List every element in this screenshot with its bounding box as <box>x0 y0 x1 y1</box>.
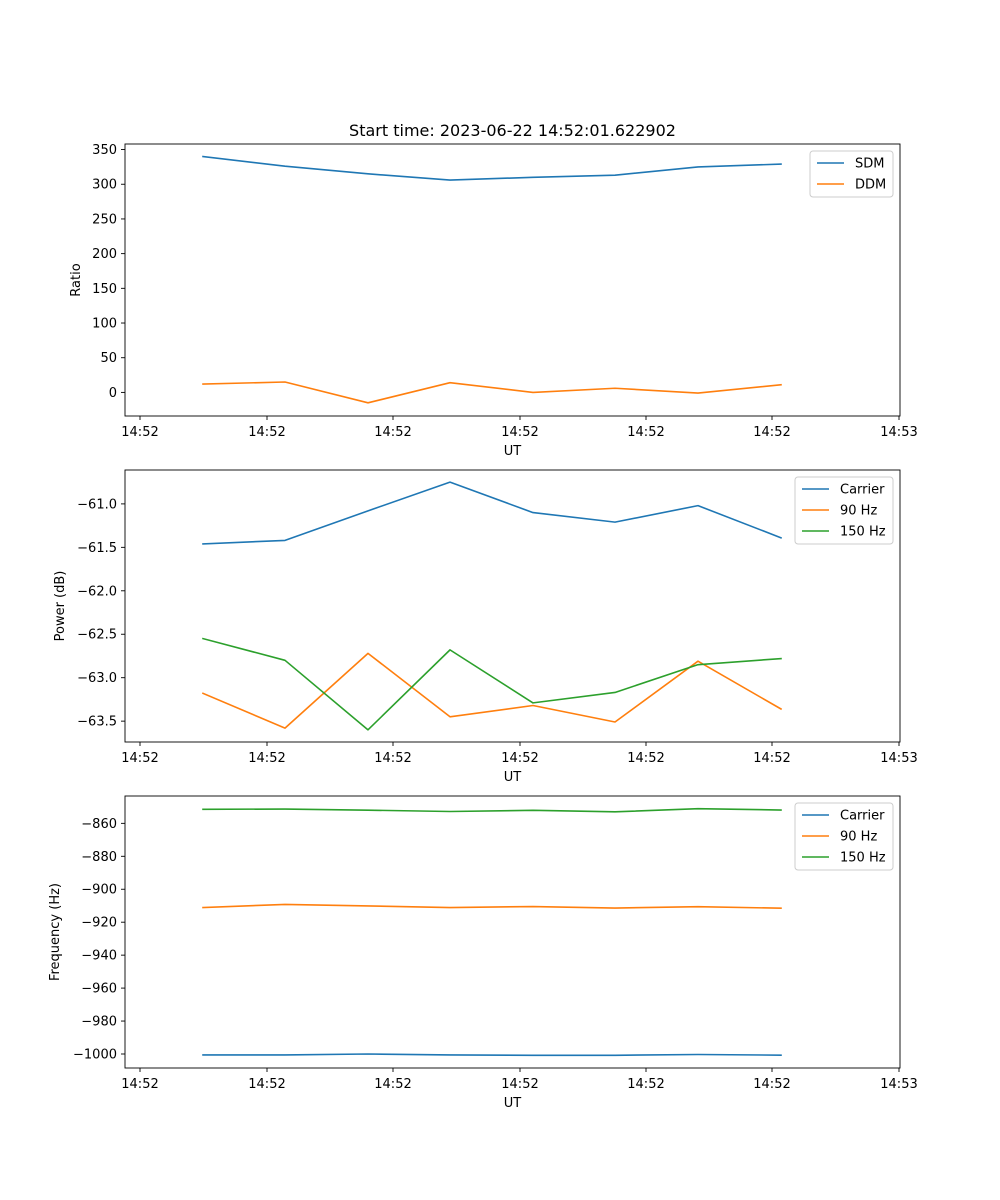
axes-frame <box>124 469 901 743</box>
y-tick-label: 50 <box>100 351 117 366</box>
y-tick-label: 100 <box>92 317 117 332</box>
subplot-3: 14:52 14:52 14:52 14:52 14:52 14:52 14:53 UT −10… <box>48 795 918 1111</box>
x-tick-label: 14:52 <box>248 1077 285 1092</box>
y-tick-label: −63.5 <box>77 715 117 730</box>
y-tick-label: −920 <box>81 916 117 931</box>
axes-frame <box>124 143 901 417</box>
legend-label-sdm: SDM <box>855 157 884 172</box>
x-tick-label: 14:52 <box>374 751 411 766</box>
legend-label-carrier: Carrier <box>840 483 885 498</box>
y-tick-label: −62.0 <box>77 584 117 599</box>
y-tick-label: −900 <box>81 883 117 898</box>
y-tick-label: −960 <box>81 982 117 997</box>
x-tick-label: 14:52 <box>248 425 285 440</box>
x-tick-label: 14:52 <box>627 425 664 440</box>
y-tick-label: 200 <box>92 247 117 262</box>
y-tick-label: 250 <box>92 212 117 227</box>
legend-label-150-hz: 150 Hz <box>840 525 886 540</box>
x-tick-label: 14:52 <box>374 425 411 440</box>
x-axis-label: UT <box>504 444 522 459</box>
x-tick-label: 14:52 <box>121 425 158 440</box>
y-tick-label: −61.0 <box>77 497 117 512</box>
x-tick-label: 14:52 <box>627 751 664 766</box>
y-tick-label: −880 <box>81 850 117 865</box>
x-tick-label: 14:52 <box>501 425 538 440</box>
series-line-150-hz <box>202 807 782 813</box>
x-tick-label: 14:52 <box>627 1077 664 1092</box>
x-tick-label: 14:52 <box>121 751 158 766</box>
y-tick-label: −860 <box>81 817 117 832</box>
x-tick-label: 14:52 <box>753 751 790 766</box>
x-tick-label: 14:52 <box>753 1077 790 1092</box>
y-tick-label: −61.5 <box>77 541 117 556</box>
legend-label-carrier: Carrier <box>840 809 885 824</box>
y-tick-label: 300 <box>92 178 117 193</box>
legend: Carrier 90 Hz 150 Hz <box>794 476 894 545</box>
y-axis-label: Ratio <box>69 263 84 296</box>
series-line-sdm <box>202 155 782 181</box>
legend-label-90-hz: 90 Hz <box>840 830 877 845</box>
y-tick-label: 350 <box>92 143 117 158</box>
y-axis-label: Power (dB) <box>53 571 68 642</box>
series-line-90-hz <box>202 903 782 910</box>
series-line-90-hz <box>201 652 783 729</box>
legend-label-150-hz: 150 Hz <box>840 851 886 866</box>
series-line-150-hz <box>202 637 782 731</box>
legend-label-90-hz: 90 Hz <box>840 504 877 519</box>
legend-box <box>794 476 894 545</box>
subplot-1: 14:52 14:52 14:52 14:52 14:52 14:52 14:53 UT 0 50… <box>69 143 918 459</box>
y-tick-label: 150 <box>92 282 117 297</box>
x-tick-label: 14:52 <box>248 751 285 766</box>
x-axis-label: UT <box>504 1096 522 1111</box>
x-tick-label: 14:53 <box>880 751 917 766</box>
legend-box <box>794 802 894 871</box>
y-tick-label: −1000 <box>73 1047 117 1062</box>
y-tick-label: −62.5 <box>77 628 117 643</box>
legend-label-ddm: DDM <box>855 178 886 193</box>
x-tick-label: 14:52 <box>501 751 538 766</box>
series-line-carrier <box>202 1053 782 1057</box>
subplot-2: 14:52 14:52 14:52 14:52 14:52 14:52 14:53 UT −63… <box>53 469 918 785</box>
y-tick-label: 0 <box>109 386 117 401</box>
series-line-carrier <box>202 481 783 545</box>
y-tick-label: −980 <box>81 1015 117 1030</box>
x-tick-label: 14:52 <box>501 1077 538 1092</box>
chart-title: Start time: 2023-06-22 14:52:01.622902 <box>349 121 676 140</box>
y-tick-label: −63.0 <box>77 671 117 686</box>
x-tick-label: 14:52 <box>374 1077 411 1092</box>
legend: SDM DDM <box>809 150 894 198</box>
legend: Carrier 90 Hz 150 Hz <box>794 802 894 871</box>
x-axis-label: UT <box>504 770 522 785</box>
subplots: 14:52 14:52 14:52 14:52 14:52 14:52 14:53 UT 0 50… <box>48 143 918 1111</box>
y-tick-label: −940 <box>81 949 117 964</box>
x-tick-label: 14:53 <box>880 425 917 440</box>
x-tick-label: 14:53 <box>880 1077 917 1092</box>
series-line-ddm <box>202 381 782 404</box>
x-tick-label: 14:52 <box>753 425 790 440</box>
x-tick-label: 14:52 <box>121 1077 158 1092</box>
axes-frame <box>124 795 901 1069</box>
y-axis-label: Frequency (Hz) <box>48 883 63 981</box>
